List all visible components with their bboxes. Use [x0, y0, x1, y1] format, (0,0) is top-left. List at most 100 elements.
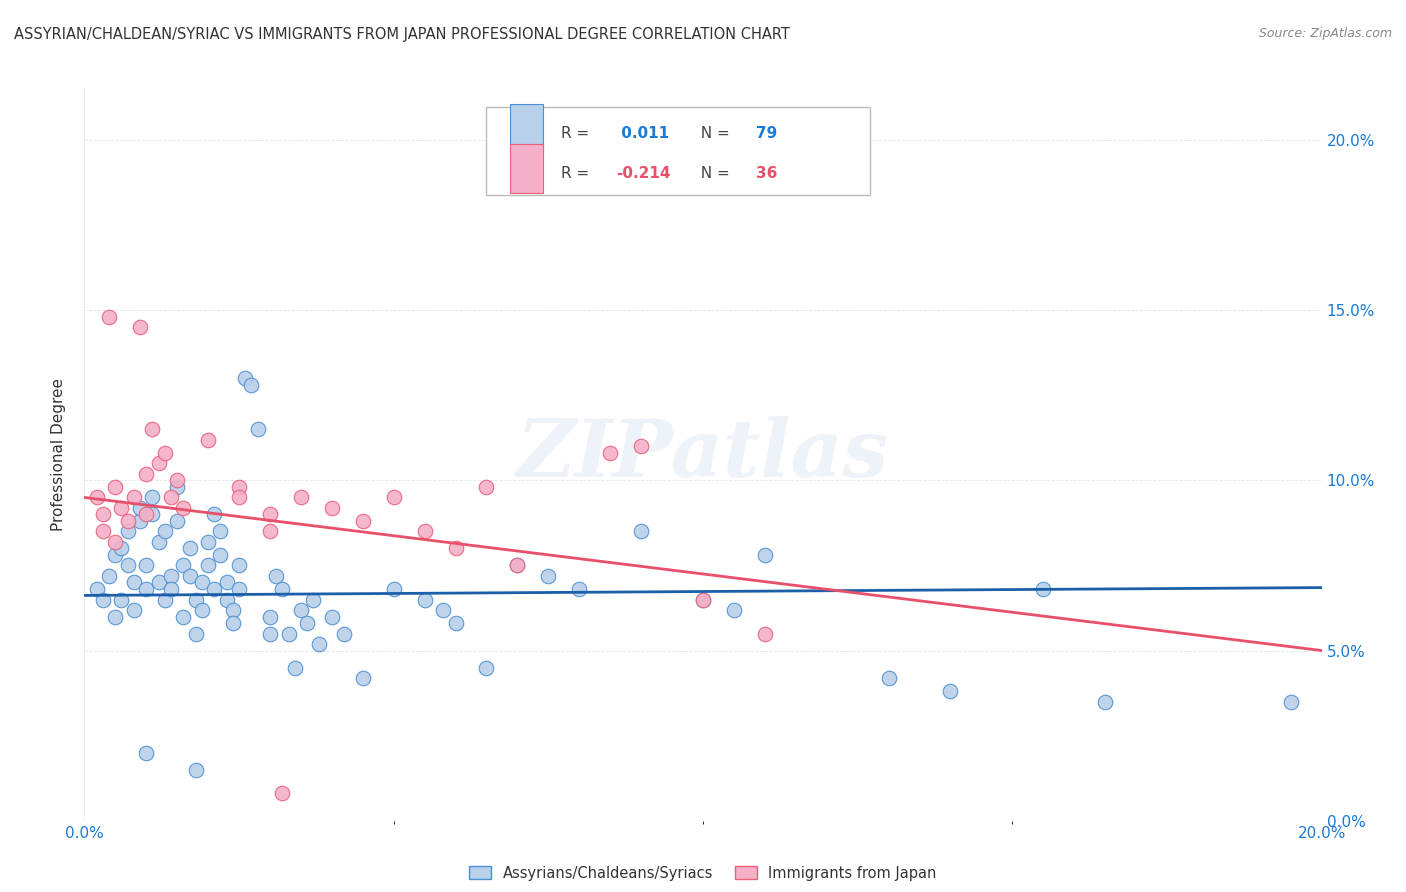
Point: [91, 508, 114, 522]
Point: [179, 568, 201, 582]
Point: [172, 500, 194, 515]
Point: [202, 508, 225, 522]
Point: [98, 310, 121, 325]
Point: [1032, 582, 1054, 597]
Point: [475, 660, 498, 674]
Point: [166, 480, 188, 494]
Point: [172, 558, 194, 573]
Point: [568, 582, 591, 597]
Legend: Assyrians/Chaldeans/Syriacs, Immigrants from Japan: Assyrians/Chaldeans/Syriacs, Immigrants …: [464, 860, 942, 887]
Point: [432, 603, 454, 617]
Point: [277, 626, 299, 640]
Point: [877, 671, 900, 685]
Point: [122, 603, 145, 617]
Point: [104, 480, 127, 494]
Point: [692, 592, 714, 607]
Point: [141, 491, 163, 505]
Text: R =: R =: [561, 126, 593, 141]
Point: [104, 534, 127, 549]
Text: Source: ZipAtlas.com: Source: ZipAtlas.com: [1258, 27, 1392, 40]
Point: [110, 541, 132, 556]
Point: [148, 575, 170, 590]
FancyBboxPatch shape: [486, 108, 870, 195]
Point: [209, 549, 232, 563]
Point: [295, 616, 318, 631]
Point: [202, 582, 225, 597]
Point: [160, 582, 183, 597]
Point: [259, 524, 281, 539]
Point: [117, 524, 139, 539]
Point: [135, 508, 157, 522]
Point: [184, 626, 207, 640]
Point: [215, 592, 238, 607]
Point: [141, 508, 163, 522]
Point: [215, 575, 238, 590]
Point: [259, 508, 281, 522]
Point: [240, 378, 263, 392]
Point: [444, 616, 467, 631]
Point: [333, 626, 356, 640]
Point: [630, 439, 652, 453]
Point: [191, 575, 214, 590]
Point: [129, 320, 152, 334]
Point: [184, 763, 207, 777]
Point: [290, 603, 312, 617]
Point: [129, 514, 152, 528]
Point: [197, 433, 219, 447]
Text: N =: N =: [690, 167, 734, 181]
Y-axis label: Professional Degree: Professional Degree: [51, 378, 66, 532]
Point: [444, 541, 467, 556]
Point: [179, 541, 201, 556]
Point: [228, 491, 250, 505]
Point: [264, 568, 287, 582]
Point: [166, 514, 188, 528]
Point: [86, 582, 108, 597]
Point: [506, 558, 529, 573]
Point: [321, 500, 343, 515]
Point: [135, 746, 157, 760]
Point: [1279, 695, 1302, 709]
Point: [122, 491, 145, 505]
Point: [117, 558, 139, 573]
Point: [939, 684, 962, 698]
Point: [110, 500, 132, 515]
Point: [352, 514, 374, 528]
Point: [129, 500, 152, 515]
Point: [135, 582, 157, 597]
Point: [246, 422, 269, 436]
Point: [148, 534, 170, 549]
Point: [228, 582, 250, 597]
Point: [599, 446, 621, 460]
Point: [228, 480, 250, 494]
Point: [122, 575, 145, 590]
FancyBboxPatch shape: [510, 103, 543, 153]
Point: [290, 491, 312, 505]
Point: [160, 491, 183, 505]
Point: [302, 592, 325, 607]
Point: [754, 626, 776, 640]
Point: [172, 609, 194, 624]
Point: [271, 786, 294, 800]
Text: 79: 79: [756, 126, 778, 141]
Point: [153, 524, 176, 539]
Point: [754, 549, 776, 563]
Text: R =: R =: [561, 167, 593, 181]
FancyBboxPatch shape: [510, 144, 543, 193]
Point: [413, 592, 436, 607]
Point: [382, 582, 405, 597]
Point: [135, 558, 157, 573]
Text: ASSYRIAN/CHALDEAN/SYRIAC VS IMMIGRANTS FROM JAPAN PROFESSIONAL DEGREE CORRELATIO: ASSYRIAN/CHALDEAN/SYRIAC VS IMMIGRANTS F…: [14, 27, 790, 42]
Point: [104, 609, 127, 624]
Point: [284, 660, 307, 674]
Point: [117, 514, 139, 528]
Point: [86, 491, 108, 505]
Point: [153, 446, 176, 460]
Point: [222, 616, 245, 631]
Point: [104, 549, 127, 563]
Point: [110, 592, 132, 607]
Point: [191, 603, 214, 617]
Point: [141, 422, 163, 436]
Point: [382, 491, 405, 505]
Point: [413, 524, 436, 539]
Point: [308, 637, 330, 651]
